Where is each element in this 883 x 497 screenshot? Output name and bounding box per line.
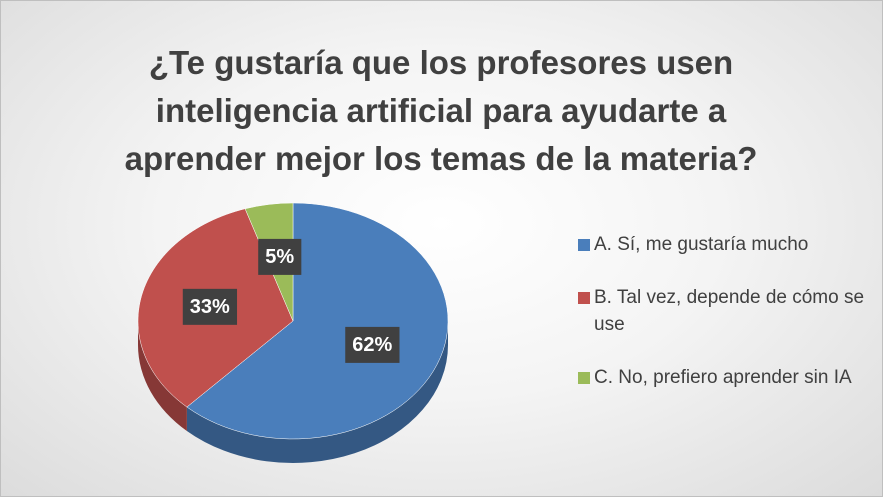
legend-item: C. No, prefiero aprender sin IA	[578, 364, 876, 391]
slice-side	[138, 321, 187, 432]
data-label: 62%	[345, 326, 400, 363]
legend: A. Sí, me gustaría mucho B. Tal vez, depe…	[578, 231, 876, 417]
legend-item: B. Tal vez, depende de cómo se use	[578, 284, 876, 338]
data-label-text: 62%	[352, 334, 392, 356]
data-label: 33%	[182, 288, 238, 325]
data-label: 5%	[258, 238, 302, 275]
legend-swatch	[578, 239, 590, 251]
data-label-text: 33%	[190, 296, 230, 318]
data-label-box	[345, 326, 400, 363]
data-label-text: 5%	[265, 246, 294, 268]
legend-label: A. Sí, me gustaría mucho	[594, 234, 809, 255]
legend-swatch	[578, 292, 590, 304]
data-label-box	[258, 238, 302, 275]
legend-label: C. No, prefiero aprender sin IA	[594, 367, 852, 388]
slice	[186, 202, 449, 440]
legend-swatch	[578, 372, 590, 384]
slice-side	[186, 321, 448, 463]
data-label-box	[182, 288, 238, 325]
legend-label: B. Tal vez, depende de cómo se use	[594, 287, 865, 335]
chart-title: ¿Te gustaría que los profesores usen int…	[124, 44, 758, 177]
legend-item: A. Sí, me gustaría mucho	[578, 231, 876, 258]
